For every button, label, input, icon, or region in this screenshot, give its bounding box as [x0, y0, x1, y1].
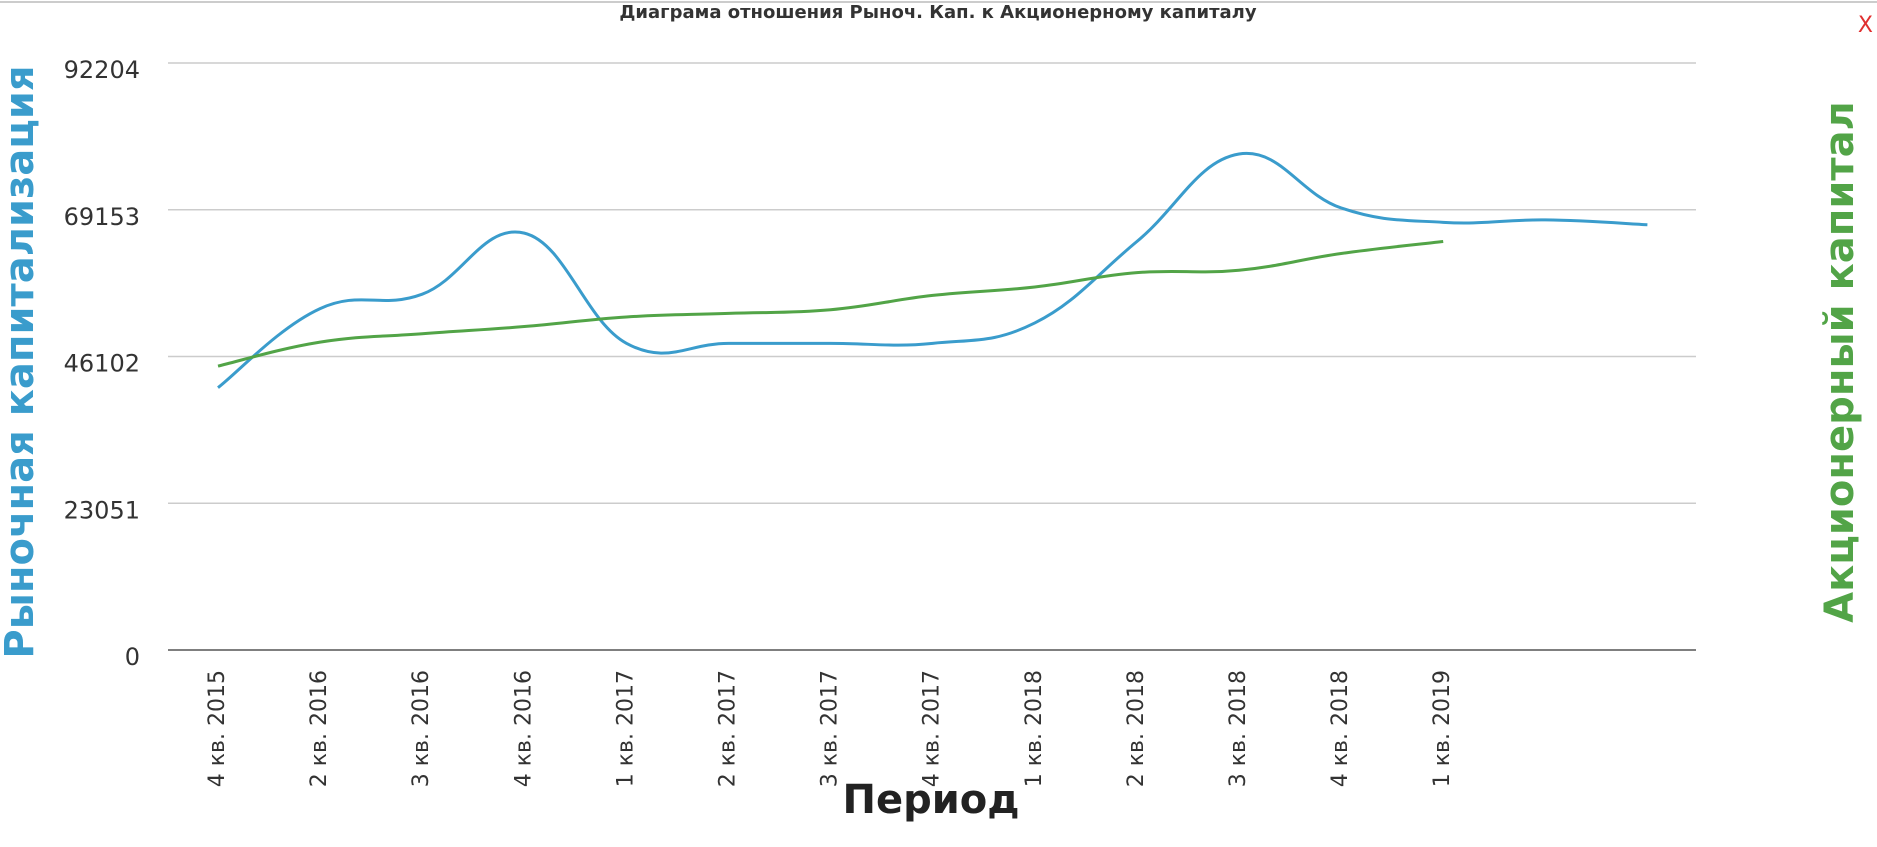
x-tick-label: 1 кв. 2018 [1022, 670, 1047, 787]
x-tick-label: 3 кв. 2018 [1226, 670, 1251, 787]
chart-title: Диаграма отношения Рыноч. Кап. к Акционе… [619, 2, 1256, 23]
x-axis-title: Период [842, 777, 1019, 823]
y-tick-label: 23051 [64, 496, 140, 524]
y-tick-label: 69153 [64, 203, 140, 231]
y-tick-label: 0 [125, 643, 140, 671]
x-tick-label: 4 кв. 2018 [1328, 670, 1353, 787]
x-tick-label: 2 кв. 2016 [307, 670, 332, 787]
x-tick-label: 2 кв. 2017 [716, 670, 741, 787]
close-button[interactable]: X [1858, 13, 1873, 38]
y-tick-label: 92204 [64, 56, 140, 84]
x-tick-label: 4 кв. 2015 [205, 670, 230, 787]
y-tick-label: 46102 [64, 350, 140, 378]
y2-axis-title: Акционерный капитал [1817, 101, 1863, 623]
x-tick-label: 1 кв. 2017 [613, 670, 638, 787]
x-tick-label: 1 кв. 2019 [1430, 670, 1455, 787]
x-tick-label: 3 кв. 2016 [409, 670, 434, 787]
x-tick-label: 3 кв. 2017 [818, 670, 843, 787]
y-axis-title: Рыночная капитализация [0, 65, 43, 658]
line-series [217, 151, 1648, 389]
x-tick-label: 4 кв. 2016 [511, 670, 536, 787]
line-series [217, 240, 1444, 368]
x-tick-label: 4 кв. 2017 [920, 670, 945, 787]
x-tick-label: 2 кв. 2018 [1124, 670, 1149, 787]
